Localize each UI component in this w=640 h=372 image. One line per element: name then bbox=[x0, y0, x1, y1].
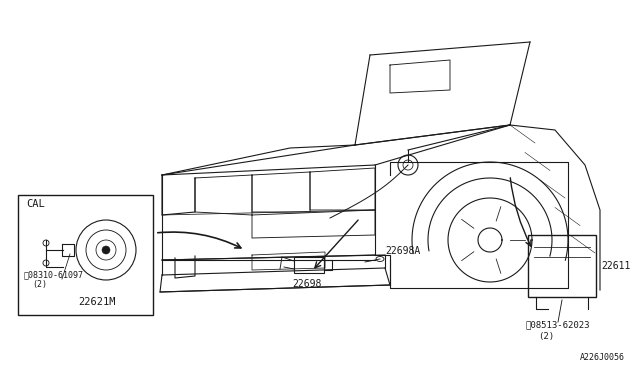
Bar bbox=[18, 195, 153, 315]
Text: (2): (2) bbox=[538, 332, 554, 341]
Text: 22621M: 22621M bbox=[78, 297, 115, 307]
Circle shape bbox=[102, 246, 110, 254]
Text: 22698: 22698 bbox=[292, 279, 321, 289]
Text: 22611: 22611 bbox=[601, 261, 630, 271]
Text: (2): (2) bbox=[32, 280, 47, 289]
Text: 22698A: 22698A bbox=[385, 246, 420, 256]
Bar bbox=[528, 235, 596, 297]
Bar bbox=[324, 260, 332, 270]
Bar bbox=[294, 257, 324, 273]
Text: Ⓢ08310-61097: Ⓢ08310-61097 bbox=[24, 270, 84, 279]
Text: CAL: CAL bbox=[26, 199, 45, 209]
Text: A226J0056: A226J0056 bbox=[580, 353, 625, 362]
Text: Ⓢ08513-62023: Ⓢ08513-62023 bbox=[526, 320, 591, 329]
